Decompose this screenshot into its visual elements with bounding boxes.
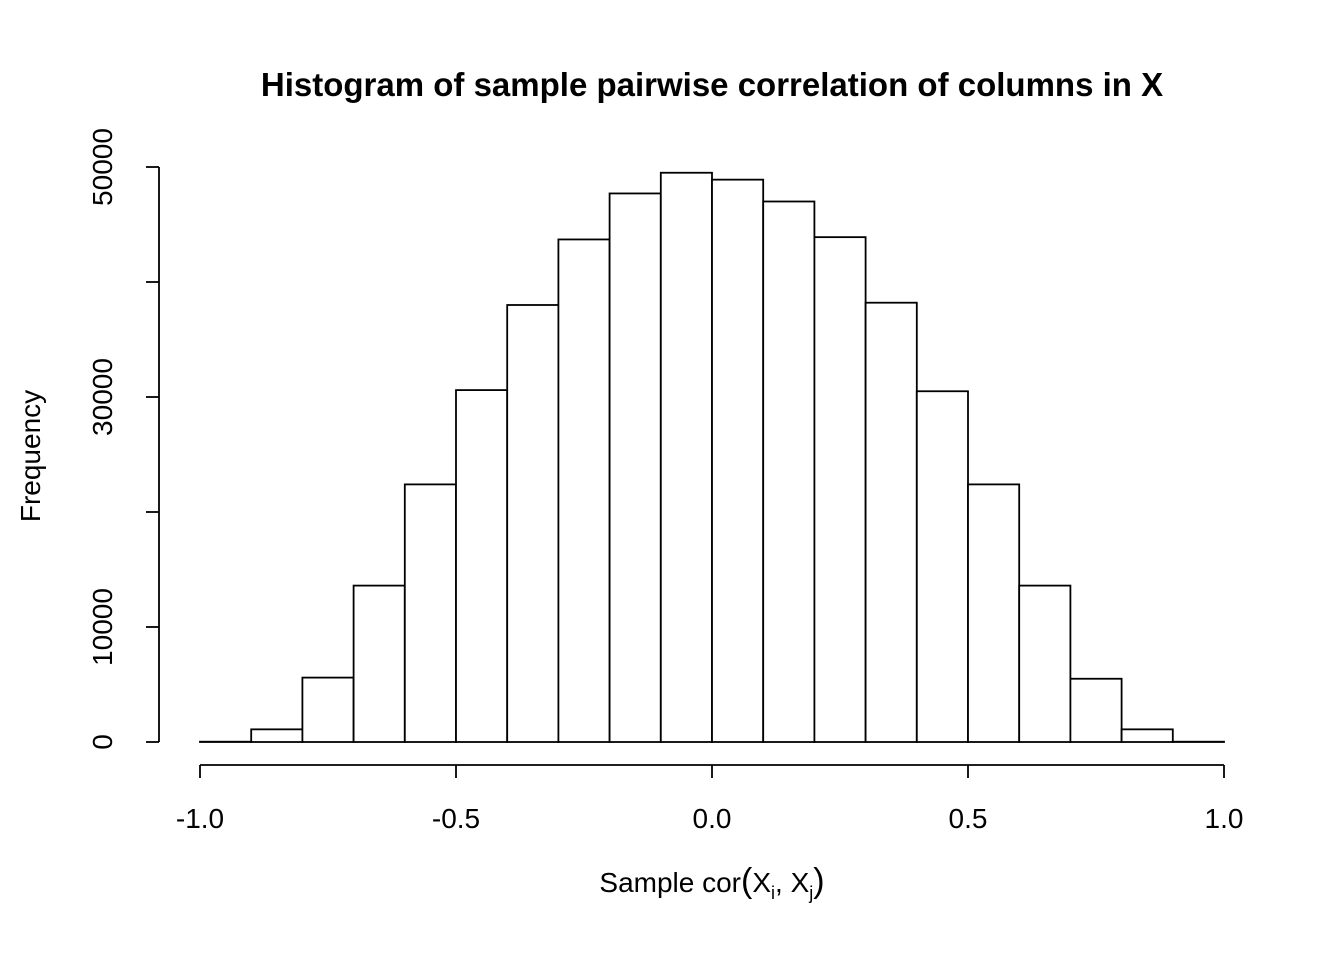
histogram-bar	[864, 301, 918, 743]
bars-group	[199, 171, 1225, 743]
histogram-bar	[250, 728, 304, 743]
y-tick-label: 0	[87, 734, 118, 750]
x-tick-label: -1.0	[176, 803, 224, 834]
histogram-bar	[403, 483, 457, 743]
x-label-part: Sample cor	[599, 867, 741, 898]
y-axis-label: Frequency	[15, 390, 46, 522]
y-tick-label: 10000	[87, 588, 118, 666]
histogram-bar	[711, 178, 765, 743]
histogram-bar	[301, 676, 355, 743]
chart-title: Histogram of sample pairwise correlation…	[261, 66, 1163, 103]
x-label-part: )	[813, 862, 824, 900]
x-tick-label: -0.5	[432, 803, 480, 834]
y-tick-label: 30000	[87, 358, 118, 436]
histogram-bar	[813, 236, 867, 743]
axes-group: 0 10000 30000 50000 -1.0 -0.5 0.0 0.5 1.0	[87, 128, 1243, 834]
histogram-bar	[608, 192, 662, 743]
histogram-bar	[915, 390, 969, 743]
x-label-part: , X	[775, 867, 810, 898]
x-tick-label: 0.5	[949, 803, 988, 834]
x-label-part: X	[752, 867, 771, 898]
histogram-bar	[1120, 728, 1174, 743]
x-label-part: (	[741, 862, 753, 900]
x-tick-label: 0.0	[693, 803, 732, 834]
histogram-bar	[506, 304, 560, 743]
histogram-bar	[659, 171, 713, 743]
x-label-subscript: j	[808, 883, 813, 903]
x-tick-label: 1.0	[1205, 803, 1244, 834]
histogram-bar	[1069, 677, 1123, 743]
x-axis-label: Sample cor(Xi, Xj)	[599, 862, 824, 903]
histogram-bar	[967, 483, 1021, 743]
x-label-subscript: i	[771, 883, 775, 903]
histogram-bar	[352, 584, 406, 743]
histogram-bar	[762, 200, 816, 743]
y-tick-label: 50000	[87, 128, 118, 206]
histogram-bar	[557, 238, 611, 743]
histogram-bar	[1018, 584, 1072, 743]
histogram-bar	[455, 389, 509, 743]
